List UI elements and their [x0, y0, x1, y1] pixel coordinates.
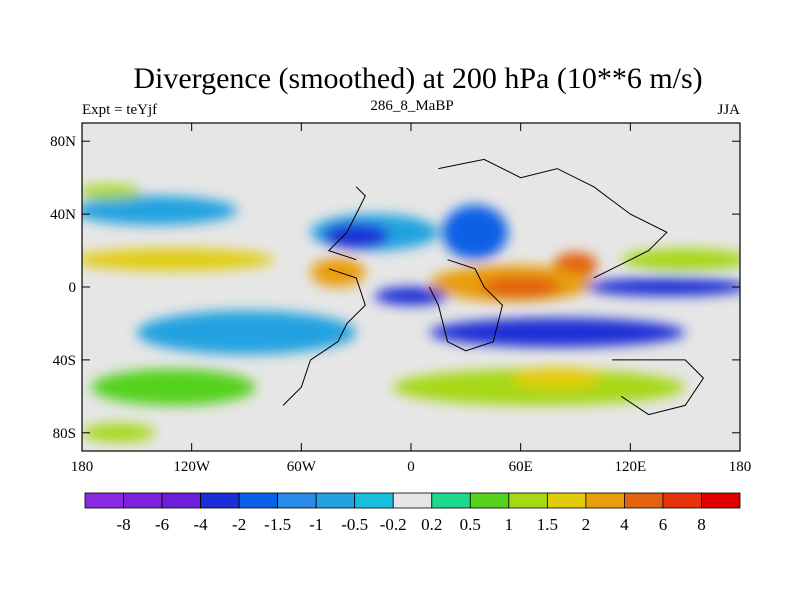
colorbar-swatch: [161, 492, 201, 509]
colorbar-swatch: [277, 492, 317, 509]
field-region-south-div-core: [511, 367, 603, 390]
field-region-equatorial-conv-atl: [374, 287, 448, 306]
colorbar-swatch: [585, 492, 625, 509]
subtitle-label: 286_8_MaBP: [370, 98, 453, 114]
colorbar-swatch: [123, 492, 163, 509]
y-tick-label: 40N: [50, 207, 76, 223]
field-region-atlantic-strong-conv: [323, 223, 390, 249]
colorbar-swatch: [200, 492, 240, 509]
colorbar-label: 1.5: [537, 515, 558, 534]
colorbar-label: 8: [697, 515, 706, 534]
y-tick-label: 0: [69, 280, 77, 296]
field-region-pacific-s-conv: [136, 310, 357, 355]
x-axis: 180 120W 60W 0 60E 120E 180: [71, 123, 752, 475]
colorbar-swatch: [431, 492, 471, 509]
field-region-tropical-pos-band-e: [621, 248, 740, 271]
field-region-n-hem-high-neg-band: [82, 195, 238, 226]
colorbar-swatch: [84, 492, 124, 509]
colorbar-swatch: [508, 492, 548, 509]
field-region-equatorial-conv-e: [584, 277, 740, 297]
x-tick-label: 120W: [173, 459, 211, 475]
x-tick-label: 120E: [614, 459, 646, 475]
y-tick-label: 80N: [50, 134, 76, 150]
colorbar: -8 -6 -4 -2 -1.5 -1 -0.5 -0.2 0.2 0.5 1 1.5 2 4 6 8: [84, 492, 741, 534]
x-tick-label: 0: [407, 459, 415, 475]
field-region-n-hem-band-pos-w: [82, 184, 143, 200]
colorbar-swatch: [624, 492, 664, 509]
colorbar-label: -1: [309, 515, 323, 534]
y-tick-label: 40S: [53, 353, 76, 369]
coastline-africa: [428, 259, 503, 352]
field-region-africa-div-core: [480, 276, 561, 298]
coastlines: [282, 158, 705, 416]
colorbar-label: 0.5: [460, 515, 481, 534]
x-tick-label: 60W: [287, 459, 317, 475]
colorbar-label: -6: [155, 515, 169, 534]
colorbar-swatch: [392, 492, 433, 509]
y-axis: 80N 40N 0 40S 80S: [50, 134, 740, 442]
x-tick-label: 60E: [509, 459, 533, 475]
colorbar-label: -2: [232, 515, 246, 534]
colorbar-swatch: [238, 492, 279, 509]
season-label: JJA: [717, 102, 740, 118]
field-region-tropical-pos-band-w: [82, 248, 274, 271]
colorbar-swatch: [469, 492, 510, 509]
colorbar-swatch: [546, 492, 587, 509]
colorbar-label: 4: [620, 515, 629, 534]
coastline-north-america: [327, 186, 366, 261]
coastline-eurasia: [438, 158, 668, 279]
chart-title: Divergence (smoothed) at 200 hPa (10**6 …: [133, 62, 702, 95]
colorbar-label: 0.2: [421, 515, 442, 534]
colorbar-label: 6: [659, 515, 668, 534]
field-region-s-pacific-div: [91, 369, 256, 406]
colorbar-swatch: [701, 492, 741, 509]
colorbar-label: -0.2: [380, 515, 407, 534]
field-region-south-conv-band: [429, 317, 686, 348]
field-region-south-america-div: [310, 257, 366, 287]
colorbar-label: 1: [505, 515, 514, 534]
field-region-europe-conv: [442, 205, 508, 260]
colorbar-swatch: [354, 492, 394, 509]
x-tick-label: 180: [729, 459, 752, 475]
field-region-s-far-div: [82, 423, 156, 442]
experiment-label: Expt = teYjf: [82, 102, 157, 118]
coastline-australia: [612, 359, 705, 416]
colorbar-label: -8: [116, 515, 130, 534]
coastline-south-america: [282, 268, 366, 406]
colorbar-swatch: [662, 492, 702, 509]
x-tick-label: 180: [71, 459, 94, 475]
colorbar-label: 2: [582, 515, 591, 534]
divergence-field: [82, 184, 740, 442]
colorbar-label: -1.5: [264, 515, 291, 534]
colorbar-label: -0.5: [341, 515, 368, 534]
y-tick-label: 80S: [53, 426, 76, 442]
colorbar-label: -4: [194, 515, 209, 534]
colorbar-swatch: [315, 492, 356, 509]
